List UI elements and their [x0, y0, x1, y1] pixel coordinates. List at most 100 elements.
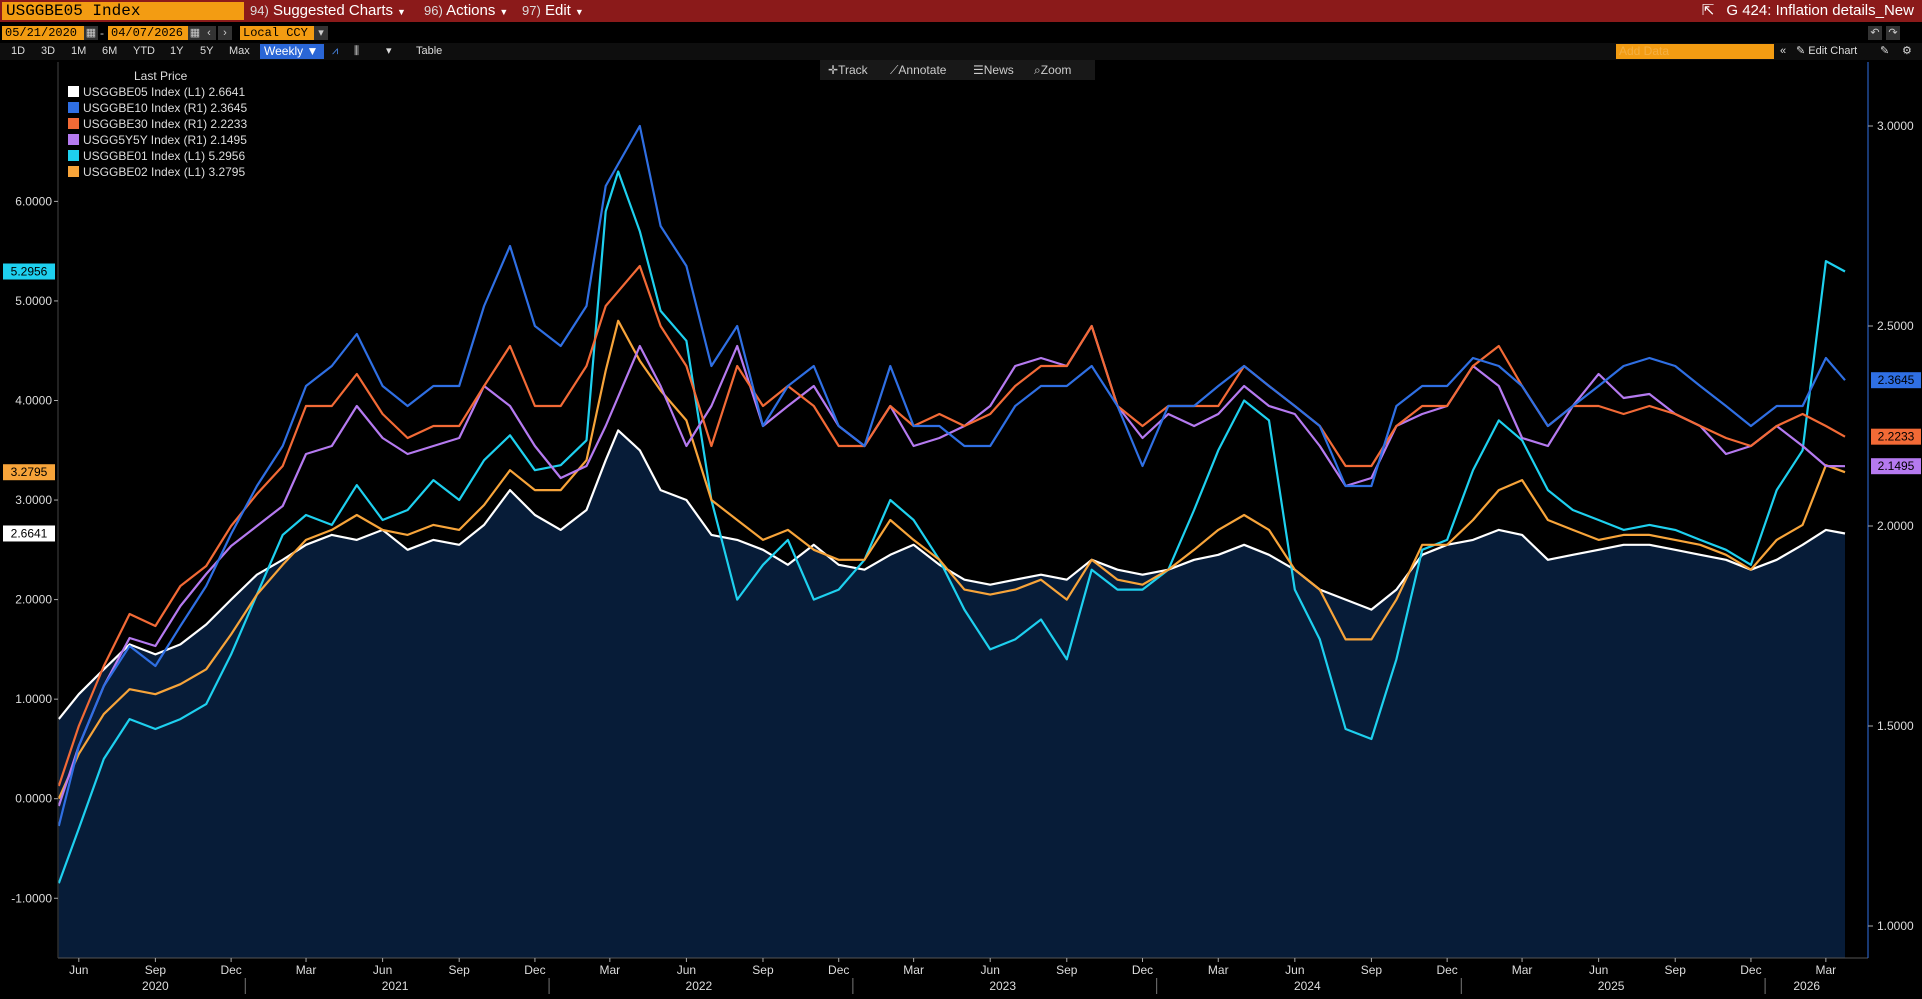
pencil-icon[interactable]: ✎	[1880, 45, 1890, 57]
right-tick-label: 2.0000	[1877, 519, 1914, 533]
x-tick-label: Jun	[981, 963, 1000, 977]
period-5y[interactable]: 5Y	[200, 45, 214, 57]
legend-axis: L1	[187, 165, 202, 179]
left-tick-label: 6.0000	[15, 194, 52, 208]
legend-axis: R1	[187, 133, 203, 147]
chevron-down-icon[interactable]: ▾	[386, 45, 392, 57]
legend-item[interactable]: USGGBE10 Index (R1) 2.3645	[68, 100, 247, 116]
x-tick-label: Jun	[677, 963, 696, 977]
tag-value: 2.1495	[1878, 459, 1915, 473]
axes-layer: -1.0000 0.0000 1.0000 2.0000 3.0000 4.0000 5.0…	[11, 62, 1914, 994]
zoom-button[interactable]: ⌕ Zoom	[1034, 60, 1071, 80]
legend-item[interactable]: USGGBE05 Index (L1) 2.6641	[68, 84, 245, 100]
left-tick-label: 5.0000	[15, 294, 52, 308]
table-button[interactable]: Table	[416, 45, 443, 57]
period-max[interactable]: Max	[229, 45, 250, 57]
legend-last-value: 2.3645	[210, 101, 248, 115]
frequency-select[interactable]: Weekly ▼	[260, 44, 324, 59]
period-ytd[interactable]: YTD	[133, 45, 155, 57]
undo-icon[interactable]: ↶	[1868, 26, 1882, 40]
series-line-usgg5y5y	[57, 324, 1846, 807]
x-tick-label: Sep	[145, 963, 167, 977]
left-tick-label: 1.0000	[15, 692, 52, 706]
redo-icon[interactable]: ↷	[1886, 26, 1900, 40]
tag-background	[3, 263, 55, 280]
candle-chart-icon[interactable]: ⫼	[354, 45, 360, 57]
add-data-input[interactable]: Add Data	[1616, 44, 1774, 59]
last-value-tag-usgg5y5y: 2.1495	[1871, 458, 1921, 475]
chevron-down-icon[interactable]: ▾	[314, 26, 328, 40]
legend-item[interactable]: USGGBE30 Index (R1) 2.2233	[68, 116, 247, 132]
export-icon[interactable]: ⇱	[1701, 2, 1715, 19]
x-tick-label: Mar	[599, 963, 620, 977]
currency-select[interactable]: Local CCY	[240, 26, 318, 40]
start-date-input[interactable]: 05/21/2020	[2, 26, 86, 40]
legend-item[interactable]: USGG5Y5Y Index (R1) 2.1495	[68, 132, 247, 148]
legend-series-name: USGG5Y5Y Index	[83, 133, 181, 147]
left-tick-label: 0.0000	[15, 792, 52, 806]
annotate-button[interactable]: ⟋ Annotate	[890, 60, 946, 80]
tag-value: 3.2795	[11, 465, 48, 479]
tag-background	[3, 464, 55, 481]
x-tick-label: Mar	[1208, 963, 1229, 977]
end-date-input[interactable]: 04/07/2026	[108, 26, 192, 40]
edit-chart-button[interactable]: ✎ Edit Chart	[1796, 44, 1857, 59]
legend: Last Price USGGBE05 Index (L1) 2.6641 US…	[60, 66, 270, 184]
period-3d[interactable]: 3D	[41, 45, 56, 57]
prev-period-icon[interactable]: ‹	[202, 26, 216, 40]
date-separator: -	[100, 26, 104, 40]
legend-last-value: 2.2233	[210, 117, 248, 131]
legend-swatch	[68, 134, 79, 145]
x-tick-label: Dec	[1132, 963, 1153, 977]
series-line-usggbe05	[57, 429, 1846, 720]
menu-edit[interactable]: 97) Edit ▼	[522, 2, 584, 20]
menu-label: Actions	[446, 2, 496, 19]
edit-chart-label: Edit Chart	[1808, 45, 1858, 57]
year-label: 2023	[989, 979, 1016, 993]
legend-series-name: USGGBE05 Index	[83, 85, 181, 99]
calendar-icon[interactable]: ▦	[84, 26, 98, 40]
edit-icon: ✎	[1796, 45, 1806, 57]
year-label: 2022	[686, 979, 713, 993]
legend-series-name: USGGBE30 Index	[83, 117, 181, 131]
tag-value: 5.2956	[11, 265, 48, 279]
legend-series-name: USGGBE01 Index	[83, 149, 181, 163]
collapse-icon[interactable]: «	[1780, 45, 1787, 57]
x-tick-label: Dec	[220, 963, 241, 977]
period-1y[interactable]: 1Y	[170, 45, 184, 57]
line-chart-icon[interactable]: ⩘	[332, 45, 339, 57]
menu-actions[interactable]: 96) Actions ▼	[424, 2, 508, 20]
x-tick-label: Mar	[296, 963, 317, 977]
x-tick-label: Jun	[69, 963, 88, 977]
period-bar: 1D 3D 1M 6M YTD 1Y 5Y Max Weekly ▼ ⩘ ⫼ ▾…	[0, 43, 1922, 60]
left-tick-label: -1.0000	[11, 891, 52, 905]
legend-last-value: 3.2795	[208, 165, 246, 179]
top-bar: USGGBE05 Index 94) Suggested Charts ▼ 96)…	[0, 0, 1922, 22]
legend-last-value: 2.1495	[210, 133, 247, 147]
ticker-field[interactable]: USGGBE05 Index	[2, 2, 244, 20]
period-1d[interactable]: 1D	[11, 45, 26, 57]
calendar-icon[interactable]: ▦	[188, 26, 202, 40]
menu-label: Suggested Charts	[272, 2, 394, 19]
legend-axis: R1	[187, 117, 204, 131]
last-value-tag-usggbe02: 3.2795	[3, 464, 55, 481]
legend-item[interactable]: USGGBE02 Index (L1) 3.2795	[68, 164, 245, 180]
track-label: Track	[838, 63, 868, 77]
next-period-icon[interactable]: ›	[218, 26, 232, 40]
series-line-usggbe02	[57, 319, 1846, 800]
period-6m[interactable]: 6M	[102, 45, 118, 57]
menu-suggested-charts[interactable]: 94) Suggested Charts ▼	[250, 2, 406, 20]
gear-icon[interactable]: ⚙	[1902, 45, 1912, 57]
track-button[interactable]: ✛ Track	[828, 60, 868, 80]
area-layer	[58, 430, 1845, 958]
period-1m[interactable]: 1M	[71, 45, 87, 57]
news-button[interactable]: ☰ News	[973, 60, 1014, 80]
tag-background	[1871, 458, 1921, 475]
menu-number: 96)	[424, 3, 443, 18]
legend-item[interactable]: USGGBE01 Index (L1) 5.2956	[68, 148, 245, 164]
x-tick-label: Sep	[1665, 963, 1687, 977]
legend-series-name: USGGBE10 Index	[83, 101, 181, 115]
x-tick-label: Sep	[1361, 963, 1383, 977]
chart-toolbar: ✛ Track ⟋ Annotate ☰ News ⌕ Zoom	[820, 60, 1095, 80]
